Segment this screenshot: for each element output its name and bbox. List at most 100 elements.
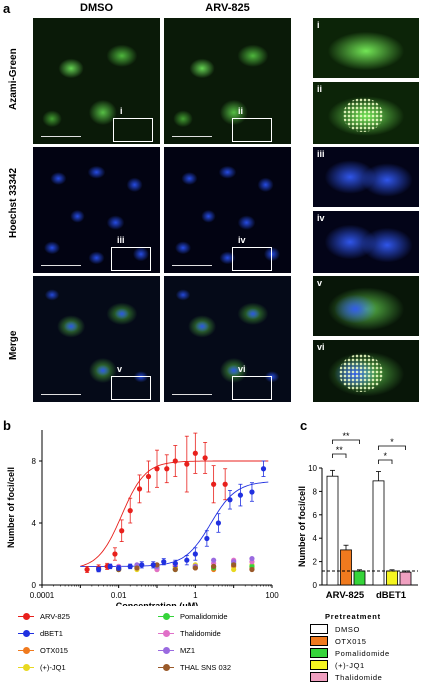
legend-label: THAL SNS 032 [180, 663, 231, 672]
y-tick-label: 0 [313, 581, 318, 590]
data-point-arv-825 [112, 551, 118, 557]
bar-arv-825-otx015 [340, 549, 352, 586]
scale-bar [172, 265, 212, 266]
scale-bar [41, 394, 81, 395]
data-point-thal-sns-032 [154, 562, 160, 568]
column-header-dmso: DMSO [80, 2, 113, 14]
roi-label-ii: ii [238, 106, 244, 116]
data-point-dbet1 [184, 557, 190, 563]
data-point-thal-sns-032 [211, 563, 217, 569]
y-tick-label: 0 [32, 581, 37, 590]
data-point-dbet1 [150, 562, 156, 568]
micrograph-arv825-hoechst: iv [164, 147, 291, 273]
data-point-dbet1 [204, 535, 210, 542]
bar-arv-825-dmso [326, 475, 339, 586]
data-point-thal-sns-032 [231, 562, 237, 568]
pretreatment-legend: DMSO OTX015 Pomalidomide (+)-JQ1 Thalidomide [310, 624, 422, 684]
data-point-dbet1 [161, 559, 167, 565]
legend-label: ARV-825 [40, 612, 70, 621]
pretreatment-label: DMSO [335, 624, 360, 634]
column-header-arv825: ARV-825 [205, 2, 250, 14]
bar-dbet1-dmso [372, 480, 385, 586]
data-point-dbet1 [192, 551, 198, 557]
zoom-label-iii: iii [317, 149, 325, 159]
data-point-thal-sns-032 [249, 566, 255, 573]
legend-marker [18, 664, 34, 671]
data-point-dbet1 [139, 562, 145, 568]
legend-marker [158, 647, 174, 654]
pretreatment-item: Thalidomide [310, 672, 382, 682]
data-point-dbet1 [116, 565, 122, 571]
y-tick-label: 10 [308, 464, 317, 473]
data-point-arv-825 [127, 508, 133, 514]
roi-label-iv: iv [238, 235, 246, 245]
micrograph-arv825-merge: vi [164, 276, 291, 402]
roi-label-v: v [117, 364, 123, 374]
pretreatment-swatch [310, 660, 328, 670]
x-tick-label: 0.0001 [30, 591, 55, 600]
data-point-mz1 [249, 556, 255, 562]
significance-bracket [332, 453, 347, 458]
foci-speckles [343, 98, 383, 132]
zoom-label-i: i [317, 20, 320, 30]
zoom-inset-ii: ii [313, 82, 419, 144]
legend-label: OTX015 [40, 646, 68, 655]
legend-marker [158, 630, 174, 637]
data-point-arv-825 [84, 566, 90, 573]
zoom-label-ii: ii [317, 84, 323, 94]
roi-label-vi: vi [238, 364, 246, 374]
data-point-dbet1 [249, 489, 255, 495]
legend-label: Pomalidomide [180, 612, 228, 621]
data-point-dbet1 [215, 520, 222, 526]
data-point-arv-825 [136, 486, 143, 492]
data-point--jq1 [231, 566, 237, 573]
legend-item: Thalidomide [158, 629, 221, 638]
data-point-arv-825 [154, 466, 160, 472]
legend-item: OTX015 [18, 646, 68, 655]
legend-marker [158, 613, 174, 620]
y-axis-title: Number of foci/cell [6, 467, 16, 548]
pretreatment-item: DMSO [310, 624, 360, 634]
x-axis-title: Concentration (μM) [116, 601, 199, 606]
data-point-thal-sns-032 [192, 565, 198, 571]
data-point-arv-825 [211, 481, 217, 487]
zoom-inset-vi: vi [313, 340, 419, 402]
row-header-merge: Merge [8, 330, 19, 360]
roi-box-i [113, 118, 153, 142]
x-tick-label: 100 [265, 591, 279, 600]
pretreatment-item: Pomalidomide [310, 648, 390, 658]
data-point-arv-825 [145, 473, 152, 480]
data-point-arv-825 [222, 481, 228, 487]
y-tick-label: 4 [32, 519, 37, 528]
micrograph-arv825-green: ii [164, 18, 291, 144]
panel-b-letter: b [3, 418, 11, 433]
micrograph-dmso-merge: v [33, 276, 160, 402]
significance-bracket [332, 439, 360, 444]
zoom-label-vi: vi [317, 342, 325, 352]
zoom-label-v: v [317, 278, 323, 288]
roi-box-v [111, 376, 151, 400]
foci-speckles [339, 354, 383, 392]
legend-label: Thalidomide [180, 629, 221, 638]
y-tick-label: 8 [313, 487, 318, 496]
data-point-dbet1 [227, 497, 233, 503]
scale-bar [41, 136, 81, 137]
significance-bracket [378, 445, 406, 450]
data-point-arv-825 [172, 458, 178, 464]
bar-arv-825-pomalidomide [353, 570, 366, 586]
panel-a-letter: a [3, 1, 11, 16]
legend-label: dBET1 [40, 629, 63, 638]
legend-item: dBET1 [18, 629, 63, 638]
y-tick-label: 8 [32, 457, 37, 466]
row-header-hoechst: Hoechst 33342 [8, 167, 19, 238]
pretreatment-item: (+)-JQ1 [310, 660, 365, 670]
data-point-thal-sns-032 [134, 565, 140, 571]
legend-item: (+)-JQ1 [18, 663, 66, 672]
legend-marker [18, 630, 34, 637]
pretreatment-label: OTX015 [335, 636, 367, 646]
pretreatment-label: (+)-JQ1 [335, 660, 365, 670]
data-point-dbet1 [172, 560, 178, 566]
x-tick-label: 1 [193, 591, 198, 600]
data-point-arv-825 [164, 466, 170, 472]
pretreatment-label: Pomalidomide [335, 648, 390, 658]
